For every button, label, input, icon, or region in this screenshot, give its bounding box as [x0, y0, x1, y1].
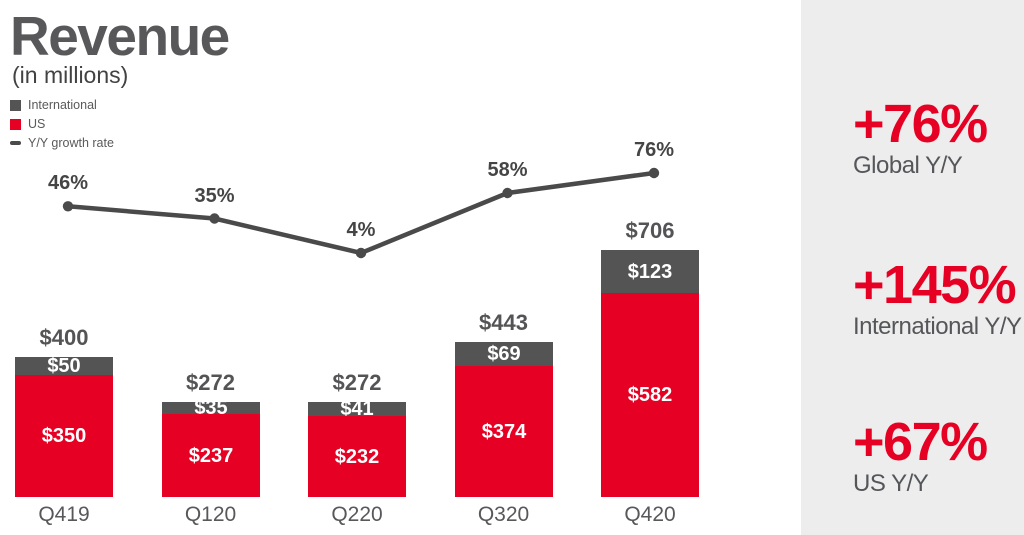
stat-global-yy: +76% Global Y/Y: [853, 94, 988, 179]
stat-value: +76%: [853, 94, 988, 154]
stat-label: Global Y/Y: [853, 151, 963, 179]
growth-pct-label-q120: 35%: [194, 184, 235, 207]
bar-q419: $50 $350: [15, 355, 113, 497]
total-value-label-q420: $706: [625, 218, 675, 243]
stat-value: +67%: [853, 412, 988, 472]
growth-pct-label-q220: 4%: [346, 219, 376, 241]
international-swatch-icon: [10, 99, 21, 111]
growth-pct-label-q419: 46%: [47, 172, 89, 195]
international-value-label: $123: [627, 260, 673, 283]
legend-label: Y/Y growth rate: [28, 136, 114, 150]
x-axis-label-q420: Q420: [624, 503, 676, 526]
chart-title: Revenue: [10, 5, 230, 67]
us-value-label: $582: [627, 384, 673, 406]
stat-international-yy: +145% International Y/Y: [853, 255, 1022, 340]
us-value-label: $374: [481, 420, 527, 443]
us-value-label: $232: [334, 445, 380, 468]
bar-q320: $69 $374: [455, 342, 553, 497]
bar-q120-international-segment: $35: [162, 398, 260, 418]
growth-point-q120: [209, 213, 220, 224]
bar-q320-international-segment: $69: [455, 342, 553, 366]
growth-point-q419: [62, 201, 74, 212]
bar-q420: $123 $582: [601, 250, 699, 497]
total-value-label-q220: $272: [332, 370, 382, 395]
international-value-label: $41: [340, 398, 374, 420]
legend-label: US: [28, 117, 46, 131]
chart-subtitle: (in millions): [12, 62, 129, 88]
x-axis-label-q419: Q419: [38, 503, 90, 526]
bar-q419-international-segment: $50: [15, 355, 113, 377]
bar-q220: $41 $232: [308, 398, 406, 497]
bar-q120-us-segment: $237: [162, 414, 260, 497]
growth-line-swatch-icon: [10, 141, 21, 145]
stat-label: International Y/Y: [853, 312, 1022, 340]
growth-pct-label-q420: 76%: [633, 139, 675, 161]
summary-sidebar: +76% Global Y/Y +145% International Y/Y …: [801, 0, 1024, 535]
legend-item-us: US: [10, 117, 114, 131]
bar-q419-us-segment: $350: [15, 375, 113, 497]
x-axis-label-q220: Q220: [331, 503, 383, 526]
legend-label: International: [28, 98, 97, 112]
bar-q220-international-segment: $41: [308, 398, 406, 420]
x-axis-label-q120: Q120: [184, 503, 237, 526]
growth-pct-label-q320: 58%: [487, 159, 528, 181]
legend-item-growth-rate: Y/Y growth rate: [10, 136, 114, 150]
total-value-label-q120: $272: [186, 370, 235, 395]
growth-point-q220: [355, 247, 367, 259]
legend-item-international: International: [10, 98, 114, 112]
bar-q420-international-segment: $123: [601, 250, 699, 293]
us-value-label: $237: [188, 444, 234, 467]
growth-point-q420: [648, 167, 660, 179]
growth-line: [67, 170, 655, 256]
x-axis-label-q320: Q320: [477, 503, 530, 526]
bar-q120: $35 $237: [162, 398, 260, 497]
international-value-label: $69: [487, 343, 521, 365]
international-value-label: $50: [47, 355, 81, 377]
total-value-label-q320: $443: [479, 310, 528, 335]
bar-q220-us-segment: $232: [308, 416, 406, 497]
international-value-label: $35: [194, 397, 228, 419]
total-value-label-q419: $400: [39, 325, 89, 350]
bar-q320-us-segment: $374: [455, 366, 553, 497]
growth-point-q320: [502, 187, 513, 199]
us-value-label: $350: [41, 425, 87, 447]
stat-us-yy: +67% US Y/Y: [853, 412, 988, 497]
stat-label: US Y/Y: [853, 469, 929, 497]
us-swatch-icon: [10, 118, 21, 130]
stat-value: +145%: [853, 255, 1017, 315]
bar-q420-us-segment: $582: [601, 293, 699, 497]
legend: International US Y/Y growth rate: [10, 98, 114, 150]
